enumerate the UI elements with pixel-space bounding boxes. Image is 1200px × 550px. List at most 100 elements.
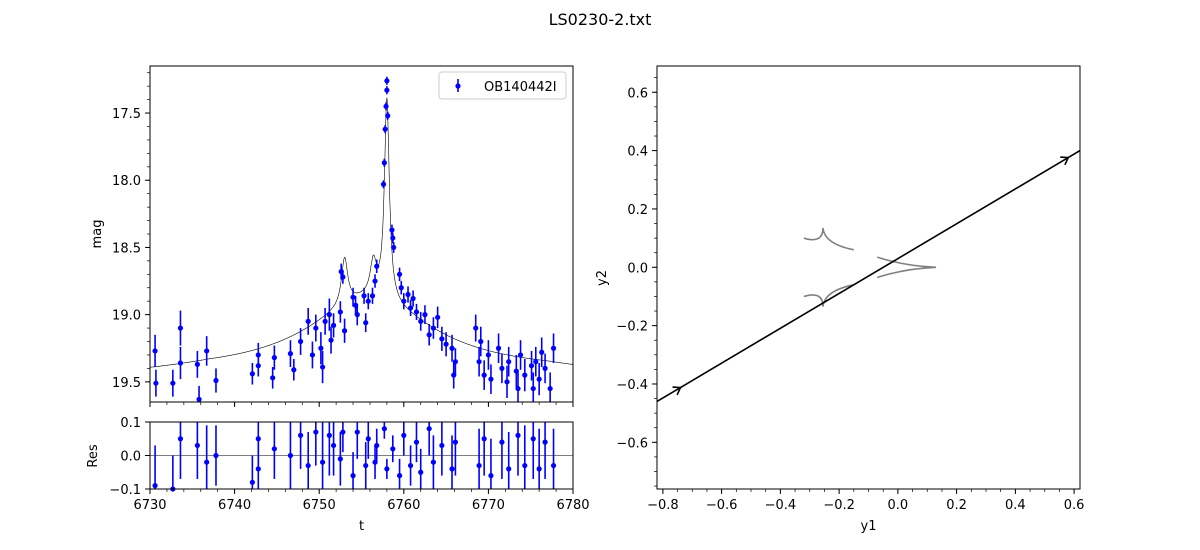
data-point <box>153 380 159 386</box>
traj-x-tick-label: −0.6 <box>706 498 738 513</box>
data-point <box>213 377 219 384</box>
residual-point <box>204 459 210 465</box>
traj-y-axis-label: y2 <box>595 270 610 286</box>
legend-label: OB140442I <box>484 80 557 95</box>
data-point <box>380 181 387 187</box>
y-tick-label: 18.5 <box>112 241 141 256</box>
residual-point <box>426 426 432 432</box>
x-axis-label: t <box>359 519 364 534</box>
residual-point <box>152 483 158 489</box>
residual-point <box>449 466 455 472</box>
residual-point <box>390 446 396 452</box>
residual-point <box>499 439 505 445</box>
y-tick-label: 18.0 <box>112 174 141 189</box>
data-point <box>413 309 420 315</box>
data-point <box>536 376 542 382</box>
residual-point <box>365 436 371 442</box>
residual-point <box>177 436 184 442</box>
data-point <box>313 325 319 331</box>
residual-point <box>287 452 294 459</box>
residual-point <box>350 473 356 479</box>
traj-x-tick-label: −0.8 <box>647 498 679 513</box>
data-point <box>405 291 411 298</box>
data-point <box>478 338 484 345</box>
data-point <box>547 385 553 392</box>
residual-point <box>340 429 346 435</box>
residual-point <box>213 452 219 459</box>
residual-point <box>515 432 521 438</box>
residual-point <box>249 479 255 485</box>
traj-x-tick-label: 0.4 <box>1005 498 1026 513</box>
data-point <box>398 285 404 291</box>
res-y-tick-label: 0.0 <box>120 450 141 465</box>
residual-point <box>313 429 319 435</box>
light-curve-frame <box>149 65 574 403</box>
residual-point <box>407 462 414 469</box>
traj-y-tick-label: −0.4 <box>616 378 648 393</box>
data-point <box>177 360 184 366</box>
residual-point <box>418 469 424 475</box>
data-point <box>384 87 390 93</box>
data-point <box>452 359 459 365</box>
traj-y-tick-label: 0.2 <box>627 203 648 218</box>
trajectory-arrow <box>1060 156 1070 166</box>
data-point <box>270 375 276 381</box>
data-point <box>481 372 487 378</box>
data-point <box>319 364 326 370</box>
residual-point <box>522 462 528 469</box>
data-point <box>369 293 376 299</box>
data-point <box>485 352 491 358</box>
data-point <box>550 345 557 351</box>
data-point <box>328 337 334 343</box>
data-point <box>542 365 548 371</box>
residual-point <box>384 466 390 472</box>
source-trajectory <box>656 149 1081 403</box>
caustic-curve <box>803 227 854 251</box>
data-point <box>255 352 261 358</box>
data-point <box>513 368 519 374</box>
model-curve <box>149 97 573 368</box>
traj-x-tick-label: 0.6 <box>1064 498 1085 513</box>
traj-x-tick-label: −0.4 <box>765 498 797 513</box>
data-point <box>374 263 380 269</box>
residual-point <box>401 432 407 438</box>
residual-point <box>506 466 512 472</box>
figure-title: LS0230-2.txt <box>549 10 652 29</box>
data-point <box>196 396 202 402</box>
trajectory-panel: −0.8 −0.6 −0.4 −0.2 0.0 0.2 0.4 0.6 −0.6 −0.4 −0.2… <box>595 65 1085 534</box>
residual-point <box>271 446 277 452</box>
residual-point <box>354 429 360 435</box>
data-point <box>170 380 176 386</box>
data-point <box>340 274 346 280</box>
data-point <box>365 298 371 304</box>
data-point <box>396 271 403 277</box>
residual-point <box>297 432 304 438</box>
residual-point <box>488 473 494 479</box>
data-point <box>204 348 210 354</box>
residual-point <box>439 442 445 449</box>
legend-box <box>438 71 567 100</box>
residual-point <box>476 462 482 469</box>
traj-x-tick-label: 0.0 <box>888 498 909 513</box>
traj-x-axis-label: y1 <box>861 519 877 534</box>
data-point <box>504 379 510 385</box>
data-point <box>177 325 184 331</box>
data-point <box>361 293 367 299</box>
data-point <box>389 227 395 233</box>
data-point <box>418 318 424 324</box>
res-x-tick-label: 6780 <box>556 498 589 513</box>
data-point <box>381 160 387 166</box>
residual-point <box>550 462 557 469</box>
data-point <box>341 328 348 334</box>
data-point <box>385 113 391 119</box>
y-tick-label: 19.0 <box>112 309 141 324</box>
res-y-tick-label: −0.1 <box>109 483 141 498</box>
residual-point <box>337 456 343 462</box>
data-point <box>372 278 378 284</box>
y-tick-label: 19.5 <box>112 376 141 391</box>
data-point <box>354 312 360 318</box>
data-point <box>422 312 428 318</box>
traj-y-tick-label: 0.4 <box>627 145 648 160</box>
